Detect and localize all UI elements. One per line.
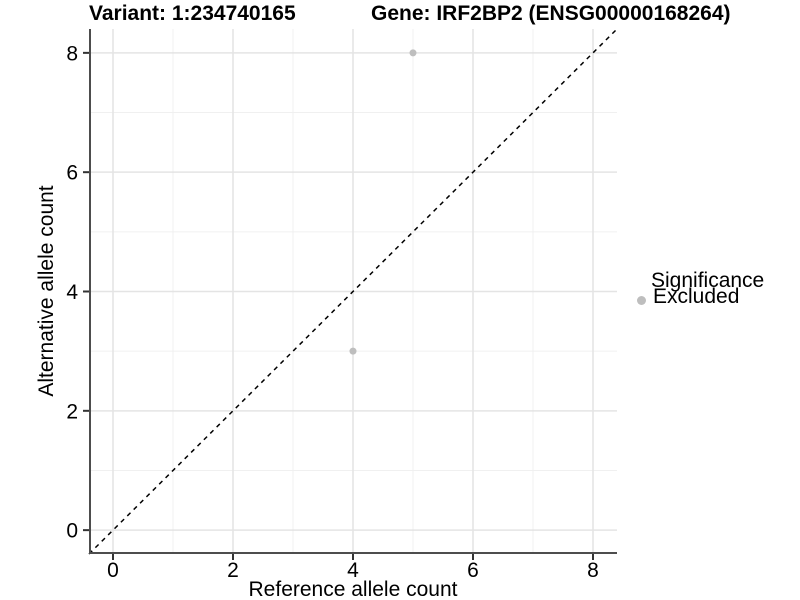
x-tick-label: 6: [467, 559, 479, 582]
x-tick-label: 8: [587, 559, 599, 582]
legend-key-dot: [637, 296, 646, 305]
x-tick-label: 0: [107, 559, 119, 582]
legend-item-label: Excluded: [653, 285, 740, 308]
identity-dashed-line: [88, 28, 618, 555]
data-point: [349, 347, 357, 355]
plot-panel: 0 2 4 6 8 0 2 4 6 8: [66, 28, 618, 582]
plot-title-variant: Variant: 1:234740165: [89, 2, 296, 25]
y-tick-label: 2: [66, 400, 78, 423]
y-tick-label: 8: [66, 42, 78, 65]
legend-title: Significance: [651, 269, 765, 292]
x-tick-label: 2: [227, 559, 239, 582]
x-tick-label: 4: [347, 559, 359, 582]
chart-canvas: 0 2 4 6 8 0 2 4 6 8: [66, 28, 618, 582]
y-tick-label: 6: [66, 162, 78, 185]
y-axis-title: Alternative allele count: [35, 185, 58, 397]
data-point: [409, 49, 417, 57]
plot-title-gene: Gene: IRF2BP2 (ENSG00000168264): [371, 2, 731, 25]
x-axis-title: Reference allele count: [248, 578, 458, 600]
y-tick-label: 4: [66, 281, 78, 304]
y-tick-label: 0: [66, 520, 78, 543]
